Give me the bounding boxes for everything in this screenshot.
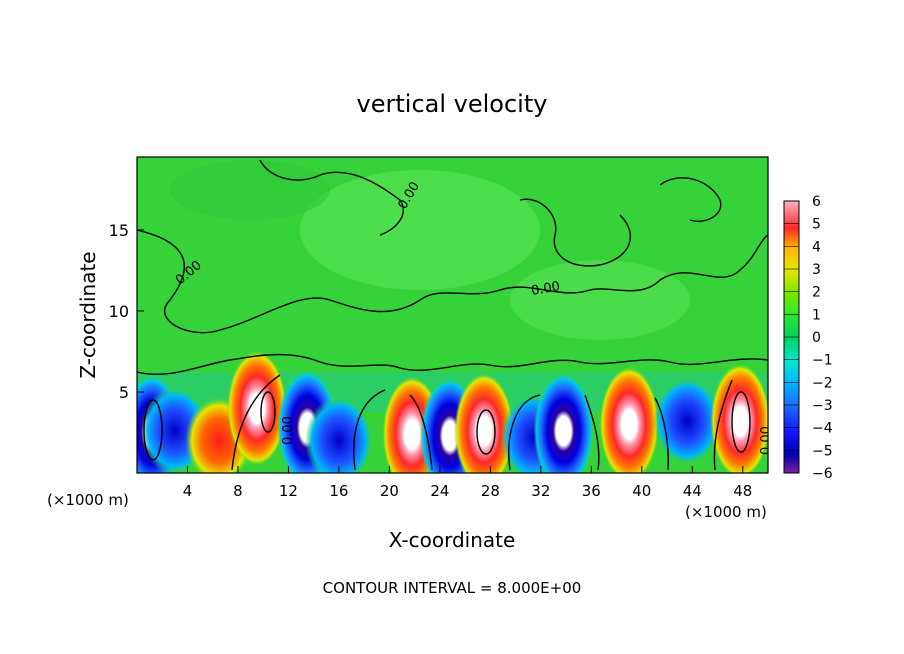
x-axis-label: X-coordinate: [389, 528, 516, 552]
updraft-cell: [599, 366, 660, 473]
colorbar-tick-label: 3: [812, 262, 821, 278]
upper-field-patch: [170, 160, 330, 220]
x-tick-label: 12: [279, 482, 298, 500]
x-tick-label: 4: [183, 482, 193, 500]
y-tick-label: 15: [109, 221, 129, 240]
contour-lines: [137, 159, 768, 471]
x-tick-label: 28: [481, 482, 500, 500]
chart-title: vertical velocity: [357, 90, 548, 118]
contour-label: 0.00: [759, 426, 774, 455]
x-tick-label: 48: [733, 482, 752, 500]
contour-label: 0.00: [530, 279, 561, 299]
x-tick-label: 32: [531, 482, 550, 500]
updraft-cell: [710, 363, 768, 473]
colorbar-tick-label: −4: [812, 421, 833, 437]
x-tick-label: 44: [683, 482, 702, 500]
colorbar-tick-label: 2: [812, 285, 821, 301]
colorbar-ticks: 6 5 4 3 2 1 0 −1 −2 −3 −4 −5 −6: [784, 194, 833, 482]
x-unit-left: (×1000 m): [47, 491, 129, 509]
x-tick-label: 40: [632, 482, 651, 500]
plot-frame: [136, 156, 769, 474]
downdraft-cell: [653, 377, 722, 466]
x-tick-label: 20: [380, 482, 399, 500]
contour-label: 0.00: [281, 416, 296, 445]
colorbar-tick-label: 1: [812, 307, 821, 323]
x-unit-right: (×1000 m): [685, 503, 767, 521]
colorbar-tick-label: −6: [812, 466, 833, 482]
colorbar-tick-label: 0: [812, 330, 821, 346]
y-axis-label: Z-coordinate: [76, 251, 100, 378]
y-tick-label: 5: [119, 383, 129, 402]
x-tick-label: 8: [233, 482, 243, 500]
colorbar-tick-label: −2: [812, 375, 833, 391]
plot-area: 0.00 0.00 0.00 0.00 0.00: [137, 157, 774, 473]
x-tick-label: 24: [430, 482, 449, 500]
colorbar-tick-label: −5: [812, 443, 833, 459]
downdraft-cell: [304, 396, 373, 473]
y-axis: 5 10 15: [109, 221, 144, 402]
x-axis: 4 8 12 16 20 24 28 32 36 40 44 48: [183, 466, 752, 500]
colorbar-tick-label: 5: [812, 217, 821, 233]
contour-interval-note: CONTOUR INTERVAL = 8.000E+00: [323, 579, 582, 597]
colorbar-tick-label: 4: [812, 239, 821, 255]
upper-field-patch: [510, 260, 690, 340]
updraft-cell: [454, 372, 515, 473]
x-tick-label: 36: [582, 482, 601, 500]
downdraft-cell: [533, 372, 594, 473]
upper-field-patch: [300, 170, 540, 290]
colorbar-tick-label: −3: [812, 398, 833, 414]
updraft-cell: [226, 350, 287, 467]
x-tick-label: 16: [329, 482, 348, 500]
y-tick-label: 10: [109, 302, 129, 321]
colorbar-tick-label: 6: [812, 194, 821, 210]
colorbar-tick-label: −1: [812, 353, 833, 369]
